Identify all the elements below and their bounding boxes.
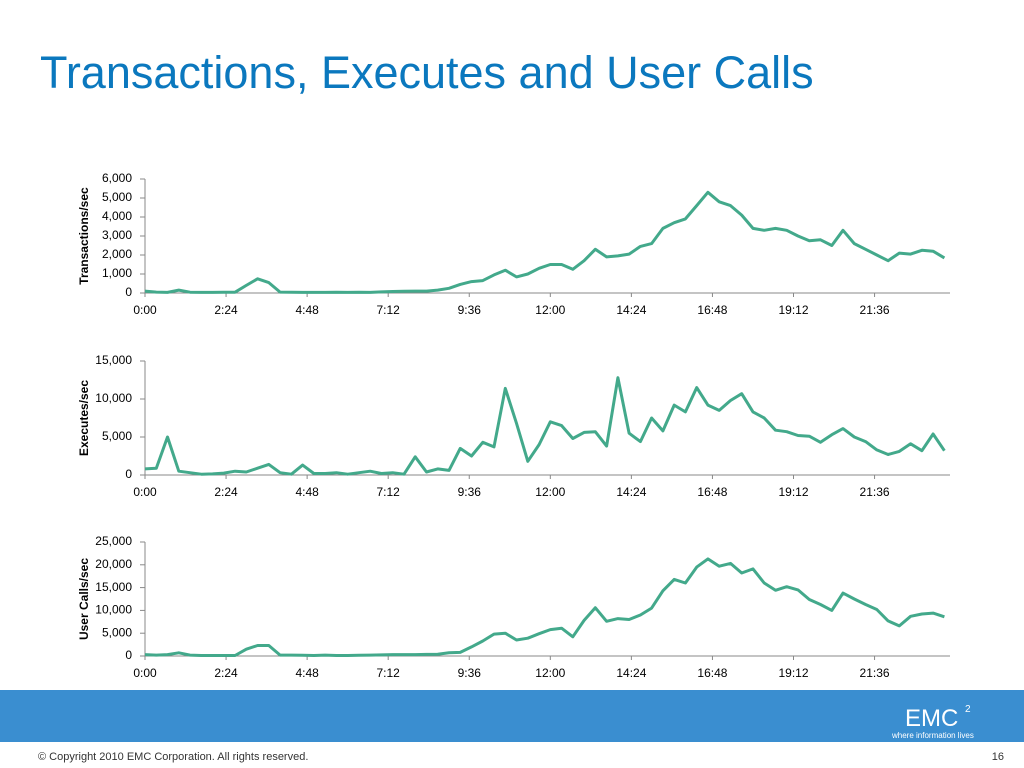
slide-title: Transactions, Executes and User Calls — [40, 47, 814, 98]
x-tick-label: 21:36 — [860, 303, 890, 317]
x-tick-label: 4:48 — [295, 485, 319, 499]
x-tick-label: 21:36 — [860, 485, 890, 499]
x-tick-label: 16:48 — [697, 485, 727, 499]
y-axis-label: Executes/sec — [77, 380, 91, 456]
x-tick-label: 7:12 — [377, 485, 401, 499]
x-tick-label: 4:48 — [295, 666, 319, 680]
logo-tagline: where information lives — [891, 731, 974, 740]
y-tick-label: 5,000 — [102, 190, 132, 204]
x-tick-label: 19:12 — [778, 485, 808, 499]
x-tick-label: 19:12 — [778, 666, 808, 680]
x-tick-label: 2:24 — [214, 303, 238, 317]
y-tick-label: 0 — [125, 648, 132, 662]
x-tick-label: 2:24 — [214, 666, 238, 680]
y-tick-label: 3,000 — [102, 228, 132, 242]
x-tick-label: 9:36 — [458, 485, 482, 499]
x-tick-label: 14:24 — [616, 303, 646, 317]
x-tick-label: 0:00 — [133, 666, 157, 680]
x-tick-label: 16:48 — [697, 666, 727, 680]
data-line — [144, 376, 946, 476]
data-line — [144, 190, 946, 294]
y-tick-label: 4,000 — [102, 209, 132, 223]
x-tick-label: 9:36 — [458, 666, 482, 680]
x-tick-label: 21:36 — [860, 666, 890, 680]
y-tick-label: 6,000 — [102, 171, 132, 185]
logo: EMC — [905, 705, 958, 732]
logo-superscript: 2 — [965, 704, 971, 715]
y-axis-label: Transactions/sec — [77, 187, 91, 285]
x-tick-label: 14:24 — [616, 485, 646, 499]
x-tick-label: 16:48 — [697, 303, 727, 317]
y-tick-label: 5,000 — [102, 429, 132, 443]
y-tick-label: 25,000 — [95, 534, 132, 548]
y-axis-label: User Calls/sec — [77, 558, 91, 640]
y-tick-label: 10,000 — [95, 391, 132, 405]
copyright: © Copyright 2010 EMC Corporation. All ri… — [38, 751, 308, 763]
x-tick-label: 14:24 — [616, 666, 646, 680]
footer-band — [0, 690, 1024, 742]
x-tick-label: 0:00 — [133, 303, 157, 317]
x-tick-label: 2:24 — [214, 485, 238, 499]
y-tick-label: 15,000 — [95, 353, 132, 367]
x-tick-label: 19:12 — [778, 303, 808, 317]
y-tick-label: 1,000 — [102, 266, 132, 280]
y-tick-label: 0 — [125, 285, 132, 299]
page-number: 16 — [992, 751, 1004, 763]
x-tick-label: 12:00 — [535, 485, 565, 499]
x-tick-label: 4:48 — [295, 303, 319, 317]
x-tick-label: 7:12 — [377, 666, 401, 680]
x-tick-label: 9:36 — [458, 303, 482, 317]
x-tick-label: 0:00 — [133, 485, 157, 499]
y-tick-label: 10,000 — [95, 603, 132, 617]
x-tick-label: 12:00 — [535, 666, 565, 680]
y-tick-label: 20,000 — [95, 557, 132, 571]
x-tick-label: 12:00 — [535, 303, 565, 317]
y-tick-label: 15,000 — [95, 580, 132, 594]
y-tick-label: 5,000 — [102, 625, 132, 639]
y-tick-label: 0 — [125, 467, 132, 481]
x-tick-label: 7:12 — [377, 303, 401, 317]
y-tick-label: 2,000 — [102, 247, 132, 261]
data-line — [144, 557, 945, 657]
